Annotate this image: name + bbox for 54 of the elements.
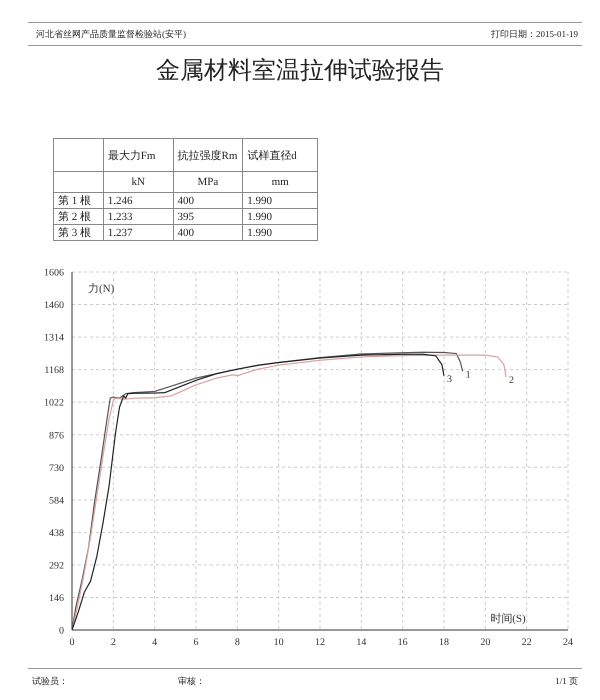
text: 第 3 根: [54, 224, 104, 240]
y-tick-label: 876: [49, 430, 64, 442]
text: 1.237: [103, 224, 174, 240]
x-tick-label: 14: [356, 637, 366, 648]
x-axis-title: 时间(S): [490, 612, 526, 625]
x-tick-label: 2: [110, 637, 116, 648]
text: 395: [173, 208, 243, 224]
text: 1.990: [242, 192, 318, 208]
x-tick-label: 6: [194, 637, 198, 648]
text: 河北省丝网产品质量监督检验站(安平): [36, 28, 186, 41]
text: 1.233: [103, 208, 174, 224]
text: 第 1 根: [54, 192, 104, 208]
text: MPa: [173, 172, 243, 192]
text: 1.246: [103, 192, 174, 208]
y-axis-title: 力(N): [88, 282, 115, 295]
chart-title: 金属材料室温拉伸试验报告: [155, 55, 445, 86]
y-tick-label: 1606: [44, 268, 64, 279]
text: 400: [173, 192, 243, 208]
y-tick-label: 584: [49, 495, 64, 506]
series-label: 1: [466, 369, 471, 380]
y-tick-label: 0: [59, 626, 64, 637]
x-tick-label: 24: [563, 637, 573, 648]
text: 试样直径d: [242, 138, 318, 172]
x-tick-label: 20: [480, 637, 490, 648]
y-tick-label: 292: [49, 560, 64, 572]
series-label: 3: [447, 374, 452, 385]
x-tick-label: 8: [234, 637, 240, 648]
text: kN: [103, 172, 174, 192]
x-tick-label: 18: [439, 637, 449, 648]
text: 审核：: [178, 675, 205, 688]
y-tick-label: 1460: [44, 300, 64, 312]
text: 1/1 页: [555, 675, 578, 688]
y-tick-label: 730: [49, 462, 64, 474]
text: 抗拉强度Rm: [173, 138, 243, 172]
x-tick-label: 10: [274, 637, 284, 648]
y-tick-label: 146: [49, 593, 64, 604]
x-tick-label: 16: [398, 637, 408, 648]
series-label: 2: [509, 374, 514, 386]
text: 打印日期：2015-01-19: [491, 28, 578, 41]
y-tick-label: 1022: [44, 398, 64, 409]
text: 400: [173, 224, 243, 240]
x-tick-label: 4: [152, 637, 158, 648]
x-tick-label: 12: [315, 637, 325, 648]
y-tick-label: 1168: [44, 365, 64, 376]
y-tick-label: 1314: [44, 332, 64, 344]
x-tick-label: 22: [522, 637, 532, 648]
text: 1.990: [242, 208, 318, 224]
text: 最大力Fm: [103, 138, 174, 172]
text: 试验员：: [32, 675, 68, 688]
text: mm: [242, 172, 318, 192]
y-tick-label: 438: [49, 528, 64, 539]
text: 1.990: [242, 224, 318, 240]
x-tick-label: 0: [70, 637, 74, 648]
text: 第 2 根: [54, 208, 104, 224]
